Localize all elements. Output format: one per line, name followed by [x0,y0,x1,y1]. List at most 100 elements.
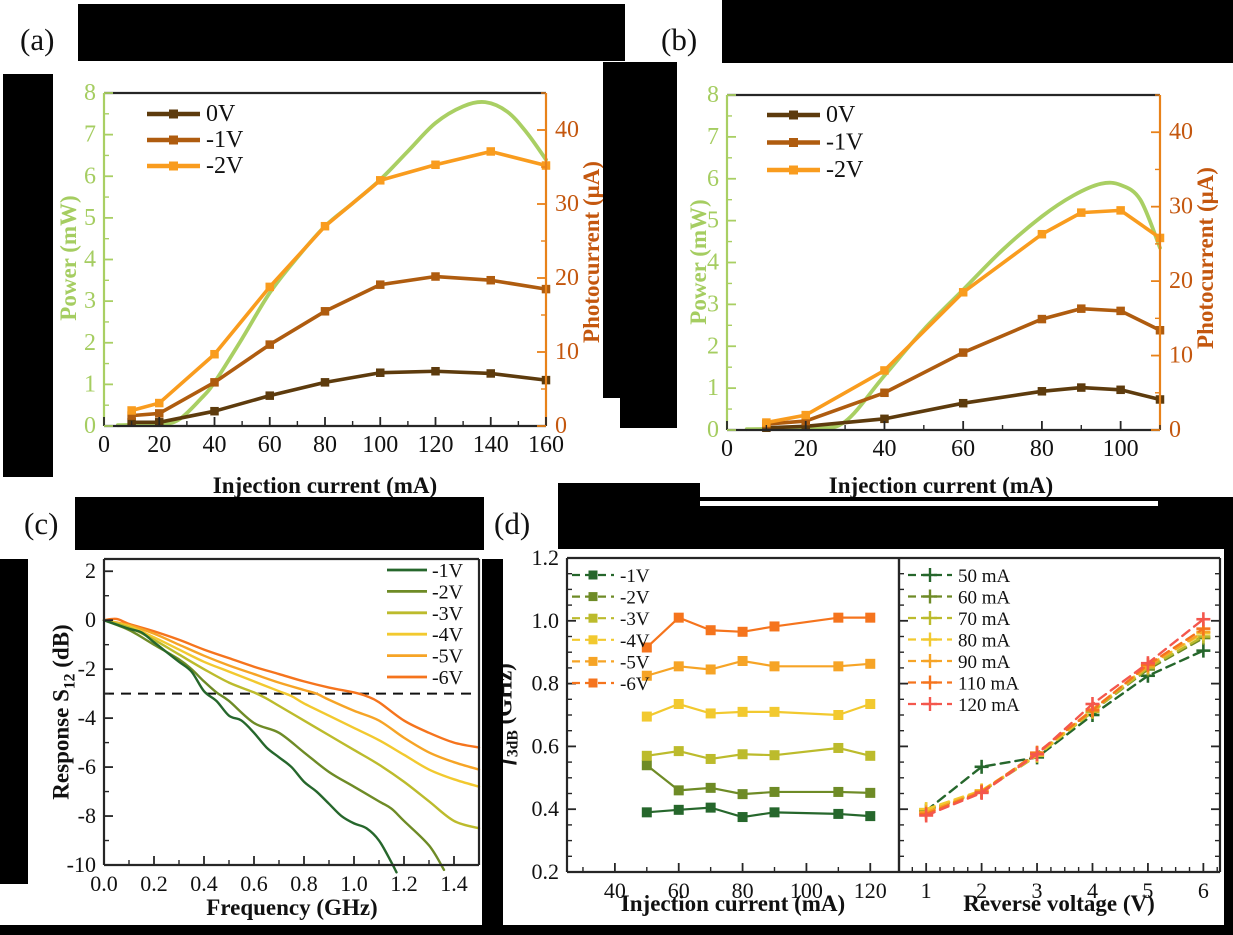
redaction-bar [78,4,625,61]
svg-text:10: 10 [1169,343,1193,369]
svg-text:20: 20 [1169,268,1193,294]
svg-text:0: 0 [707,417,719,443]
svg-text:-5V: -5V [620,652,650,673]
svg-text:1: 1 [84,371,96,397]
svg-text:80: 80 [732,878,754,903]
svg-text:-8: -8 [78,803,96,828]
svg-text:30: 30 [1169,194,1193,220]
panel-a-y2axis-title: Photocurrent (μA) [579,161,604,343]
svg-text:5: 5 [1142,878,1153,903]
svg-text:100: 100 [1103,436,1139,462]
panel-d-right-xaxis-title: Reverse voltage (V) [963,891,1155,916]
svg-text:7: 7 [707,124,719,150]
svg-text:120: 120 [854,878,887,903]
svg-text:120 mA: 120 mA [958,695,1020,716]
panel-b-xaxis-title: Injection current (mA) [828,473,1054,498]
svg-text:4: 4 [707,250,719,276]
svg-text:1.0: 1.0 [340,871,368,896]
svg-text:140: 140 [473,432,509,458]
svg-text:-5V: -5V [432,646,464,668]
svg-text:0V: 0V [826,102,856,128]
svg-text:4: 4 [84,247,96,273]
svg-text:6: 6 [84,163,96,189]
panel-b-y2axis-title: Photocurrent (μA) [1193,167,1218,349]
redaction-bar [75,497,484,550]
svg-text:-4: -4 [78,705,96,730]
svg-text:5: 5 [707,208,719,234]
svg-text:80 mA: 80 mA [958,631,1011,652]
svg-text:20: 20 [555,265,579,291]
svg-text:4: 4 [1087,878,1098,903]
svg-text:-2V: -2V [206,153,244,179]
svg-text:1.4: 1.4 [440,871,468,896]
panel-c-yaxis-title: Response S12 (dB) [48,624,79,800]
svg-text:40: 40 [555,117,579,143]
svg-text:6: 6 [707,166,719,192]
svg-text:-1V: -1V [826,130,864,156]
svg-text:-2: -2 [78,656,96,681]
redaction-bar [3,74,53,477]
svg-text:3: 3 [84,288,96,314]
panel-a-yaxis-title: Power (mW) [56,195,81,321]
svg-text:120: 120 [418,432,454,458]
svg-text:1: 1 [921,878,932,903]
svg-text:0.8: 0.8 [290,871,318,896]
svg-text:1: 1 [707,375,719,401]
svg-text:60: 60 [668,878,690,903]
svg-text:0V: 0V [206,101,236,127]
svg-text:-6: -6 [78,754,96,779]
svg-text:2: 2 [707,333,719,359]
redaction-bar [1158,497,1233,549]
svg-text:-1V: -1V [620,566,650,587]
svg-text:60: 60 [258,432,282,458]
svg-text:1.0: 1.0 [532,608,560,633]
redaction-bar [700,497,1158,501]
svg-text:40: 40 [604,878,626,903]
svg-text:2: 2 [85,558,96,583]
svg-text:0: 0 [84,413,96,439]
panel-c-tag: (c) [24,506,59,541]
svg-text:-4V: -4V [620,631,650,652]
svg-text:0: 0 [85,607,96,632]
svg-text:-3V: -3V [620,609,650,630]
svg-text:0: 0 [1169,417,1181,443]
svg-text:0.6: 0.6 [532,733,560,758]
svg-text:10: 10 [555,339,579,365]
svg-text:80: 80 [1030,436,1054,462]
svg-text:8: 8 [707,82,719,108]
svg-text:6: 6 [1198,878,1209,903]
panel-d-left-xaxis-title: Injection current (mA) [620,891,846,916]
svg-text:0: 0 [721,436,733,462]
svg-text:40: 40 [872,436,896,462]
svg-text:0.0: 0.0 [90,871,118,896]
svg-text:90 mA: 90 mA [958,652,1011,673]
svg-text:0.6: 0.6 [240,871,268,896]
svg-text:1.2: 1.2 [390,871,418,896]
panel-c-xaxis-title: Frequency (GHz) [206,895,378,920]
redaction-bar [722,0,1233,63]
redaction-bar [482,559,503,935]
svg-text:80: 80 [313,432,337,458]
svg-text:-4V: -4V [432,624,464,646]
svg-text:2: 2 [976,878,987,903]
svg-text:-2V: -2V [432,581,464,603]
panel-d-tag: (d) [494,506,531,541]
svg-text:20: 20 [147,432,171,458]
redaction-bar [558,483,700,549]
svg-text:110 mA: 110 mA [958,674,1019,695]
panel-b-yaxis-title: Power (mW) [686,199,711,325]
panel-b-tag: (b) [661,22,698,57]
svg-text:-10: -10 [67,852,96,877]
panel-a-xaxis-title: Injection current (mA) [212,473,438,498]
svg-text:-3V: -3V [432,603,464,625]
svg-text:-2V: -2V [826,157,864,183]
svg-text:0: 0 [555,413,567,439]
svg-text:5: 5 [84,205,96,231]
svg-text:30: 30 [555,191,579,217]
redaction-bar [620,398,677,428]
svg-text:0: 0 [98,432,110,458]
svg-text:0.2: 0.2 [532,859,560,884]
redaction-bar [700,506,1158,549]
svg-text:-1V: -1V [206,127,244,153]
